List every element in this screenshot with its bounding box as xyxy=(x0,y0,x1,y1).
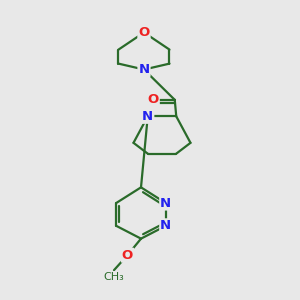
Text: N: N xyxy=(142,110,153,123)
Text: N: N xyxy=(160,196,171,209)
Text: O: O xyxy=(148,93,159,106)
Text: O: O xyxy=(138,26,150,39)
Text: CH₃: CH₃ xyxy=(103,272,124,282)
Text: N: N xyxy=(138,63,150,76)
Text: O: O xyxy=(122,249,133,262)
Text: N: N xyxy=(160,219,171,232)
